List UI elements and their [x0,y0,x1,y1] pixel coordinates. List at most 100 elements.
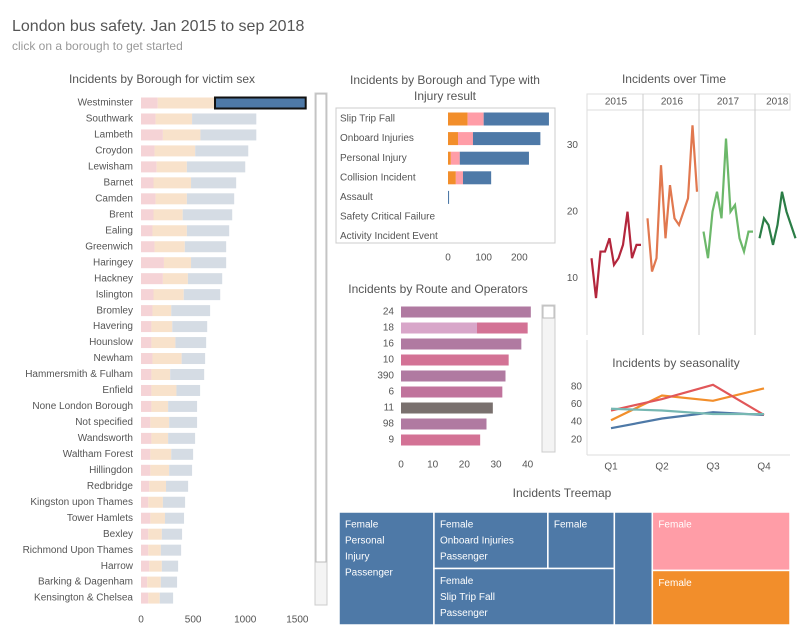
y-tick-label: Bexley [103,529,133,540]
y-tick-label: 30 [567,140,579,151]
bar [214,96,307,110]
bar [472,132,541,146]
bar [186,225,230,237]
bar [172,321,208,333]
bar [151,384,177,396]
bar [401,386,503,398]
y-tick-label: 390 [377,371,394,382]
bar [147,576,161,588]
y-tick-label: Bromley [96,305,133,316]
y-tick-label: Collision Incident [340,172,416,183]
bar [141,209,154,221]
bar [150,512,165,524]
bar [141,432,152,444]
line [702,138,753,259]
bar [195,145,249,157]
y-tick-label: Croydon [95,146,133,157]
cell-label: Passenger [440,552,488,563]
bar [141,560,150,572]
bar [141,321,152,333]
y-tick-label: Not specified [75,417,133,428]
bar [141,337,152,349]
bar [161,560,179,572]
x-tick-label: 20 [459,460,471,471]
y-tick-label: Enfield [102,385,133,396]
bar [141,368,152,380]
facet-label: 2015 [605,97,628,108]
y-tick-label: Ealing [105,225,133,236]
bar [151,321,173,333]
y-tick-label: Richmond Upon Thames [23,545,133,556]
y-tick-label: Hammersmith & Fulham [25,369,133,380]
bar [141,113,156,125]
bar [168,432,196,444]
bar [162,496,186,508]
facet-label: 2016 [661,97,684,108]
bar [141,464,151,476]
y-tick-label: Lewisham [88,162,133,173]
y-tick-label: 9 [388,435,394,446]
bar [164,512,185,524]
scroll-thumb[interactable] [542,305,555,319]
y-tick-label: Waltham Forest [63,449,133,460]
y-tick-label: 20 [571,434,583,445]
y-tick-label: 18 [383,323,395,334]
bar [159,592,174,604]
bar [160,576,178,588]
y-tick-label: Hillingdon [89,465,133,476]
bar [148,496,163,508]
chart-title: Incidents Treemap [513,486,612,500]
y-tick-label: Wandsworth [78,433,133,444]
cell-label: Onboard Injuries [440,536,514,547]
scroll-thumb[interactable] [315,93,327,563]
y-tick-label: 40 [571,417,583,428]
bar [141,273,163,285]
y-tick-label: Hackney [94,273,133,284]
bar [149,480,167,492]
bar [152,353,182,365]
bar [141,193,156,205]
x-tick-label: 500 [185,615,202,626]
cell-label: Female [554,520,588,531]
y-tick-label: Slip Trip Fall [340,114,395,125]
bar [187,273,223,285]
bar [192,113,257,125]
y-tick-label: Newham [94,353,133,364]
treemap-cell [338,511,435,626]
y-tick-label: 98 [383,419,395,430]
cell-label: Female [658,578,692,589]
treemap-cell [433,511,549,570]
y-tick-label: Barking & Dagenham [38,577,133,588]
bar [153,177,192,189]
bar [148,544,161,556]
bar [181,353,206,365]
bar [448,171,456,185]
bar [155,193,187,205]
bar [171,448,194,460]
bar [186,193,235,205]
x-tick-label: Q1 [604,462,618,473]
bar [152,225,187,237]
bar [183,289,221,301]
y-tick-label: Islington [96,289,133,300]
bar [401,402,493,414]
bar [161,528,183,540]
bar [153,209,183,221]
x-tick-label: 10 [427,460,439,471]
scrollbar[interactable] [541,304,556,453]
bar [156,161,187,173]
line [646,125,699,272]
x-tick-label: Q2 [655,462,669,473]
treemap-cell [651,569,791,626]
bar [401,322,477,334]
bar [163,257,192,269]
bar [171,305,211,317]
bar [151,368,171,380]
bar [191,177,237,189]
bar [150,416,170,428]
y-tick-label: Assault [340,192,373,203]
bar [141,576,148,588]
chart-title: Incidents by Borough and Type with Injur… [350,73,540,103]
bar [477,322,528,334]
bar [141,384,152,396]
